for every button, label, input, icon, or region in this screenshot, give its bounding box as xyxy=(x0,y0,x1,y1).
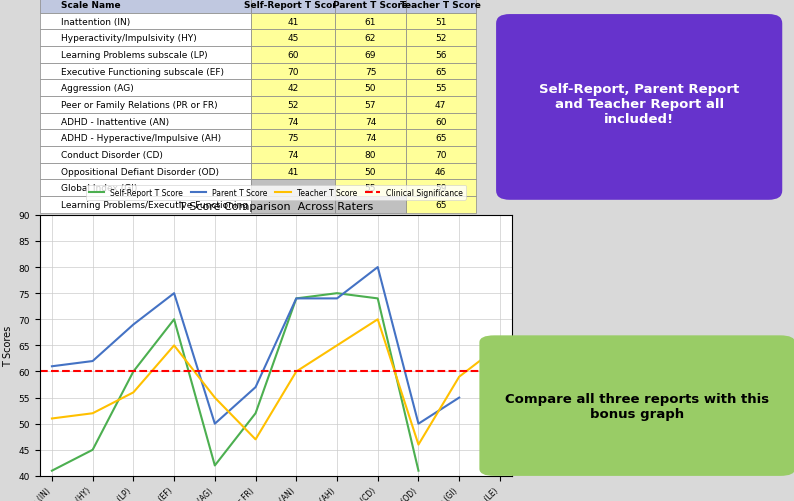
Teacher T Score xyxy=(332,343,341,349)
Line: Teacher T Score: Teacher T Score xyxy=(52,320,500,445)
Self-Report T Score xyxy=(373,296,383,302)
Clinical Significance xyxy=(88,369,98,375)
Teacher T Score xyxy=(454,374,464,380)
Teacher T Score xyxy=(373,317,383,323)
Teacher T Score xyxy=(88,410,98,416)
Parent T Score xyxy=(454,395,464,401)
Clinical Significance xyxy=(47,369,56,375)
Teacher T Score xyxy=(169,343,179,349)
FancyBboxPatch shape xyxy=(496,15,782,200)
Self-Report T Score xyxy=(88,447,98,453)
Parent T Score xyxy=(47,364,56,370)
Teacher T Score xyxy=(129,390,138,396)
Self-Report T Score xyxy=(332,291,341,297)
Teacher T Score xyxy=(210,395,220,401)
Self-Report T Score xyxy=(251,410,260,416)
Line: Parent T Score: Parent T Score xyxy=(52,268,459,424)
Parent T Score xyxy=(373,265,383,271)
Title: T Score Comparison  Across Raters: T Score Comparison Across Raters xyxy=(179,202,373,212)
FancyBboxPatch shape xyxy=(480,336,794,476)
Teacher T Score xyxy=(47,416,56,422)
Parent T Score xyxy=(332,296,341,302)
Parent T Score xyxy=(169,291,179,297)
Self-Report T Score xyxy=(210,462,220,468)
Self-Report T Score xyxy=(47,468,56,474)
Teacher T Score xyxy=(251,436,260,442)
Line: Self-Report T Score: Self-Report T Score xyxy=(52,294,418,471)
Parent T Score xyxy=(88,358,98,364)
Parent T Score xyxy=(291,296,301,302)
Legend: Self-Report T Score, Parent T Score, Teacher T Score, Clinical Significance: Self-Report T Score, Parent T Score, Tea… xyxy=(86,185,466,200)
Parent T Score xyxy=(210,421,220,427)
Parent T Score xyxy=(414,421,423,427)
Text: Self-Report, Parent Report
and Teacher Report all
included!: Self-Report, Parent Report and Teacher R… xyxy=(539,83,739,125)
Self-Report T Score xyxy=(129,369,138,375)
Teacher T Score xyxy=(495,343,505,349)
Parent T Score xyxy=(251,384,260,390)
Self-Report T Score xyxy=(414,468,423,474)
Text: Compare all three reports with this
bonus graph: Compare all three reports with this bonu… xyxy=(505,392,769,420)
Parent T Score xyxy=(129,322,138,328)
Self-Report T Score xyxy=(169,317,179,323)
Self-Report T Score xyxy=(291,296,301,302)
Teacher T Score xyxy=(291,369,301,375)
Y-axis label: T Scores: T Scores xyxy=(3,325,13,366)
Teacher T Score xyxy=(414,442,423,448)
